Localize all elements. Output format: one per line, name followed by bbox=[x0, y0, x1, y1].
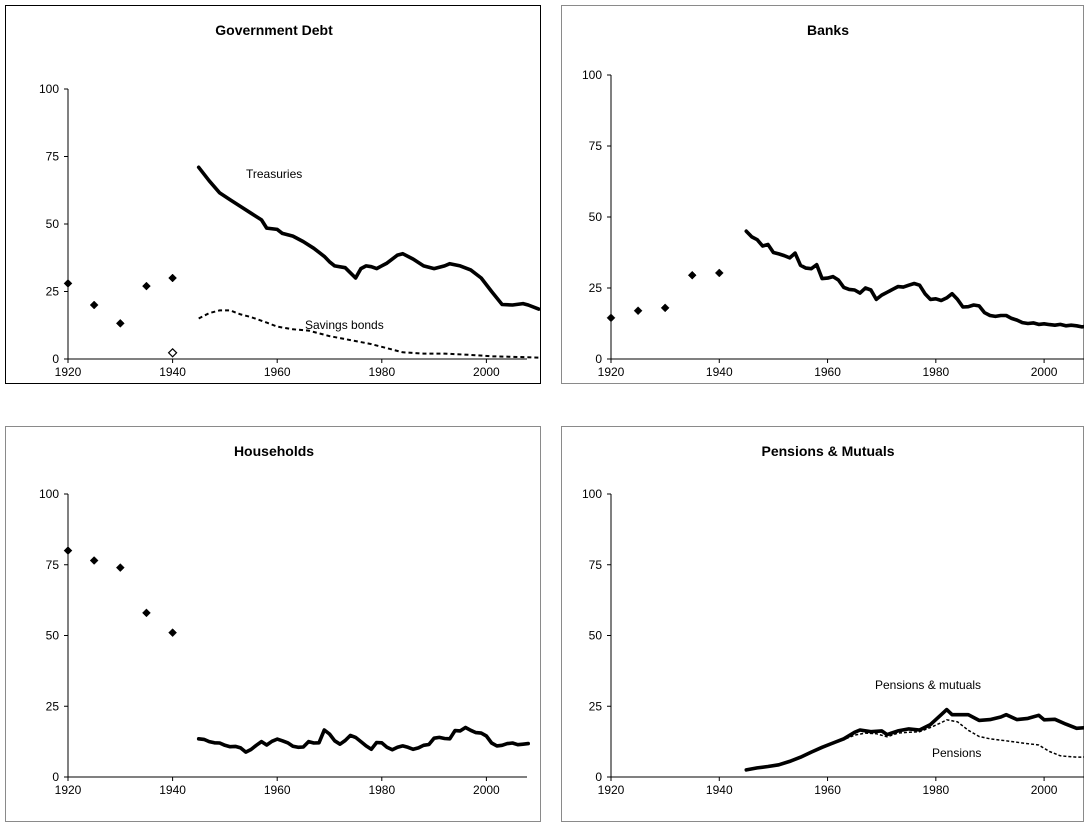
y-tick-label: 75 bbox=[589, 558, 603, 572]
savings-bonds-annotation: Savings bonds bbox=[305, 318, 384, 332]
diamond-marker bbox=[633, 306, 643, 316]
x-tick-label: 1940 bbox=[159, 365, 186, 379]
government-debt-chart: Government Debt 0 25 50 75 100 1920 1940 1960 19… bbox=[39, 22, 541, 379]
pensions-annotation: Pensions bbox=[932, 746, 981, 760]
y-tick-label: 50 bbox=[589, 629, 603, 643]
x-tick-label: 1980 bbox=[368, 365, 395, 379]
series-group bbox=[63, 165, 541, 359]
pensions-mutuals-annotation: Pensions & mutuals bbox=[875, 678, 981, 692]
series-group bbox=[606, 229, 1084, 329]
x-tick-label: 1980 bbox=[922, 783, 949, 797]
households-chart: Households 0 25 50 75 100 1920 1940 1960 1980 200… bbox=[39, 443, 530, 797]
y-tick-label: 50 bbox=[46, 217, 60, 231]
diamond-marker bbox=[168, 628, 177, 638]
x-tick-label: 1960 bbox=[264, 365, 291, 379]
axes: 0 25 50 75 100 1920 1940 1960 1980 2000 bbox=[582, 68, 1084, 379]
pensions-line bbox=[746, 719, 1084, 771]
diamond-marker bbox=[168, 273, 177, 283]
diamond-marker bbox=[660, 303, 670, 313]
diamond-marker bbox=[687, 270, 697, 280]
pensions-mutuals-panel: Pensions & Mutuals 0 25 50 75 100 1920 1940 196… bbox=[561, 426, 1084, 822]
y-tick-label: 100 bbox=[39, 487, 59, 501]
x-tick-label: 2000 bbox=[1031, 783, 1058, 797]
y-tick-label: 25 bbox=[46, 285, 60, 299]
diamond-marker bbox=[89, 300, 99, 310]
households-panel: Households 0 25 50 75 100 1920 1940 1960 1980 200… bbox=[5, 426, 541, 822]
diamond-marker bbox=[115, 563, 125, 572]
series-0-line bbox=[744, 229, 1084, 329]
y-tick-label: 25 bbox=[46, 699, 60, 713]
pensions-mutuals-line bbox=[744, 707, 1084, 772]
y-tick-label: 0 bbox=[595, 770, 602, 784]
axes: 0 25 50 75 100 1920 1940 1960 1980 2000 bbox=[39, 487, 527, 797]
y-tick-label: 100 bbox=[39, 82, 59, 96]
treasuries-line bbox=[196, 165, 541, 311]
x-tick-label: 1960 bbox=[814, 365, 841, 379]
diamond-marker bbox=[142, 608, 151, 618]
savings-bonds-line bbox=[198, 309, 539, 359]
diamond-marker bbox=[63, 546, 73, 555]
y-tick-label: 25 bbox=[589, 281, 603, 295]
y-tick-label: 50 bbox=[589, 210, 603, 224]
open-diamond-marker bbox=[167, 347, 178, 358]
diamond-marker bbox=[63, 279, 73, 288]
y-tick-label: 100 bbox=[582, 487, 602, 501]
pensions-mutuals-chart: Pensions & Mutuals 0 25 50 75 100 1920 1940 196… bbox=[582, 443, 1084, 797]
diamond-marker bbox=[89, 556, 99, 565]
diamond-marker bbox=[142, 281, 151, 291]
treasuries-annotation: Treasuries bbox=[246, 167, 302, 181]
x-tick-label: 1940 bbox=[706, 365, 733, 379]
y-tick-label: 0 bbox=[52, 352, 59, 366]
x-tick-label: 1940 bbox=[706, 783, 733, 797]
chart-title: Banks bbox=[807, 22, 849, 38]
diamond-marker bbox=[606, 313, 616, 323]
x-tick-label: 1920 bbox=[598, 783, 625, 797]
y-tick-label: 50 bbox=[46, 629, 60, 643]
series-group bbox=[63, 546, 530, 754]
y-tick-label: 100 bbox=[582, 68, 602, 82]
x-tick-label: 1960 bbox=[264, 783, 291, 797]
diamond-marker bbox=[714, 268, 724, 278]
y-tick-label: 25 bbox=[589, 699, 603, 713]
x-tick-label: 1980 bbox=[922, 365, 949, 379]
x-tick-label: 1920 bbox=[55, 365, 82, 379]
government-debt-panel: Government Debt 0 25 50 75 100 1920 1940 1960 19… bbox=[5, 5, 541, 384]
chart-title: Government Debt bbox=[215, 22, 333, 38]
chart-title: Households bbox=[234, 443, 314, 459]
series-0-line bbox=[196, 725, 530, 754]
x-tick-label: 2000 bbox=[473, 783, 500, 797]
x-tick-label: 2000 bbox=[473, 365, 500, 379]
x-tick-label: 1940 bbox=[159, 783, 186, 797]
x-tick-label: 1920 bbox=[55, 783, 82, 797]
banks-panel: Banks 0 25 50 75 100 1920 1940 1960 1980 2000 bbox=[561, 5, 1084, 384]
y-tick-label: 75 bbox=[589, 139, 603, 153]
x-tick-label: 1920 bbox=[598, 365, 625, 379]
y-tick-label: 0 bbox=[595, 352, 602, 366]
x-tick-label: 2000 bbox=[1031, 365, 1058, 379]
axes: 0 25 50 75 100 1920 1940 1960 1980 2000 bbox=[39, 82, 527, 379]
y-tick-label: 75 bbox=[46, 558, 60, 572]
chart-title: Pensions & Mutuals bbox=[761, 443, 894, 459]
axes: 0 25 50 75 100 1920 1940 1960 1980 2000 bbox=[582, 487, 1084, 797]
y-tick-label: 75 bbox=[46, 150, 60, 164]
diamond-marker bbox=[115, 319, 125, 328]
x-tick-label: 1960 bbox=[814, 783, 841, 797]
series-group bbox=[744, 707, 1084, 772]
x-tick-label: 1980 bbox=[368, 783, 395, 797]
banks-chart: Banks 0 25 50 75 100 1920 1940 1960 1980 2000 bbox=[582, 22, 1084, 379]
y-tick-label: 0 bbox=[52, 770, 59, 784]
